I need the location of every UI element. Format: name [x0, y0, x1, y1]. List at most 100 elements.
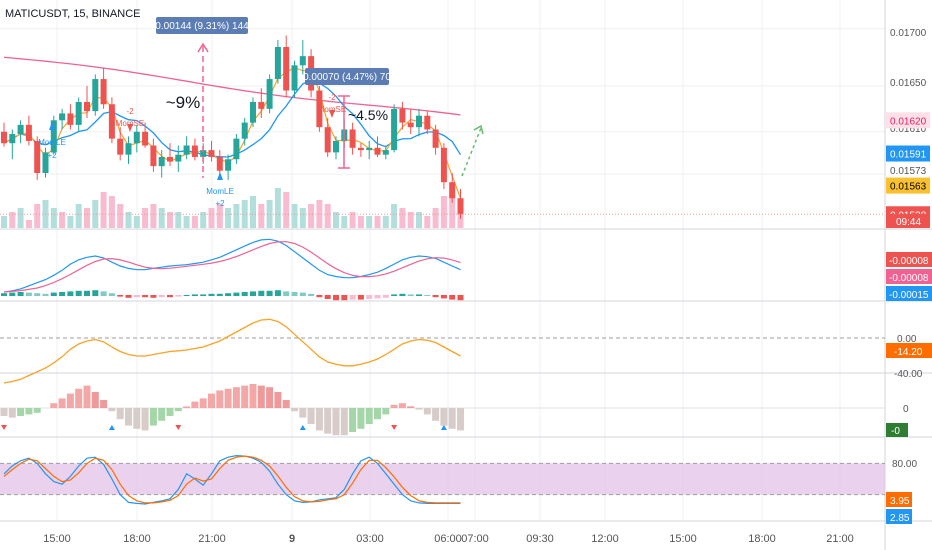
- candle-body: [59, 113, 66, 121]
- volume-bar: [324, 204, 331, 228]
- macd-histogram-bar: [324, 295, 331, 299]
- candle-body: [191, 145, 198, 157]
- candle-body: [108, 104, 115, 139]
- volume-bar: [17, 208, 24, 228]
- momentum-histogram-bar: [17, 408, 25, 416]
- momentum-histogram-bar: [374, 408, 381, 420]
- volume-bar: [183, 216, 190, 228]
- candle-body: [208, 150, 215, 157]
- candle-body: [382, 150, 389, 155]
- momentum-histogram-bar: [332, 408, 340, 436]
- time-tick-label: 15:00: [669, 533, 697, 545]
- macd-histogram-bar: [200, 294, 207, 296]
- stochastic-band: [0, 463, 885, 495]
- candle-body: [216, 156, 223, 171]
- candle-body: [266, 79, 273, 109]
- volume-bar: [208, 208, 215, 228]
- volume-bar: [67, 216, 74, 228]
- candle-body: [299, 56, 306, 66]
- osc-value-label: -14.20: [894, 347, 923, 358]
- momentum-histogram-bar: [423, 408, 431, 415]
- measure-label: 0.00144 (9.31%) 144: [155, 21, 249, 32]
- volume-bar: [283, 192, 290, 228]
- volume-bar: [366, 216, 373, 228]
- volume-bar: [150, 204, 157, 228]
- osc-value-badge: [886, 343, 932, 358]
- volume-bar: [133, 216, 140, 228]
- candle-body: [399, 108, 406, 123]
- momentum-histogram-bar: [100, 400, 108, 408]
- price-badge-label: 0.01591: [890, 150, 927, 161]
- momentum-histogram-bar: [357, 408, 365, 429]
- volume-bar: [125, 212, 132, 228]
- candle-body: [34, 140, 41, 174]
- macd-histogram-bar: [391, 294, 398, 296]
- momentum-histogram-bar: [241, 385, 249, 408]
- time-tick-label: 03:00: [356, 533, 384, 545]
- macd-histogram-bar: [382, 295, 389, 298]
- macd-value-label: -0.00008: [889, 256, 929, 267]
- candle-body: [349, 129, 356, 148]
- signal-marker-down: [175, 425, 182, 430]
- time-tick-label: 21:00: [198, 533, 226, 545]
- candle-body: [9, 134, 16, 144]
- price-badge-label: 0.01563: [890, 182, 927, 193]
- candle-body: [175, 154, 182, 162]
- macd-histogram-bar: [241, 292, 248, 296]
- volume-bar: [200, 212, 207, 228]
- volume-bar: [34, 204, 41, 228]
- macd-histogram-bar: [341, 295, 348, 301]
- volume-bar: [316, 200, 323, 228]
- momentum-histogram-bar: [116, 408, 124, 420]
- chart-title: MATICUSDT, 15, BINANCE: [5, 8, 141, 20]
- momentum-histogram-bar: [457, 408, 464, 431]
- candle-body: [25, 124, 32, 141]
- volume-bar: [391, 204, 398, 228]
- macd-histogram-bar: [316, 295, 323, 298]
- mom-value-label: -0: [891, 426, 900, 437]
- macd-histogram-bar: [208, 293, 215, 296]
- volume-bar: [117, 204, 124, 228]
- volume-bar: [424, 216, 431, 228]
- momentum-histogram-bar: [224, 388, 232, 408]
- macd-histogram-bar: [183, 295, 190, 296]
- time-tick-label: 18:00: [123, 533, 151, 545]
- volume-bar: [225, 208, 232, 228]
- projection-arrow: [473, 124, 484, 135]
- macd-histogram-bar: [349, 295, 356, 300]
- macd-value-label: -0.00008: [889, 273, 929, 284]
- price-tick-label: 0.01650: [890, 78, 927, 89]
- candle-body: [457, 198, 464, 215]
- macd-histogram-bar: [92, 290, 99, 296]
- macd-histogram-bar: [142, 295, 149, 298]
- macd-histogram-bar: [366, 295, 373, 299]
- time-tick-label: 9: [289, 533, 295, 545]
- candle-body: [333, 140, 339, 153]
- momentum-histogram-bar: [382, 408, 390, 415]
- volume-bar: [1, 216, 7, 228]
- macd-histogram-bar: [374, 295, 381, 299]
- candle-body: [274, 46, 281, 80]
- candle-body: [150, 145, 157, 167]
- macd-histogram-bar: [175, 295, 182, 297]
- volume-bar: [50, 208, 57, 228]
- momentum-histogram-bar: [199, 398, 207, 408]
- momentum-histogram-bar: [390, 404, 398, 408]
- volume-bar: [108, 196, 115, 228]
- macd-histogram-bar: [291, 292, 298, 296]
- moving-average-mid: [3, 79, 462, 158]
- mom-value-badge: [886, 423, 908, 437]
- candle-body: [233, 138, 240, 160]
- candle-body: [42, 152, 49, 174]
- strategy-signal-label: +2: [47, 151, 57, 160]
- percent-annotation: ~9%: [166, 93, 201, 112]
- measure-label: 0.00070 (4.47%) 70: [303, 72, 391, 83]
- candle-body: [324, 127, 331, 153]
- momentum-histogram-bar: [125, 408, 132, 426]
- volume-bar: [241, 200, 248, 228]
- signal-marker-up: [108, 425, 115, 430]
- volume-bar: [216, 204, 223, 228]
- momentum-histogram-bar: [315, 408, 323, 431]
- macd-histogram-bar: [333, 295, 339, 301]
